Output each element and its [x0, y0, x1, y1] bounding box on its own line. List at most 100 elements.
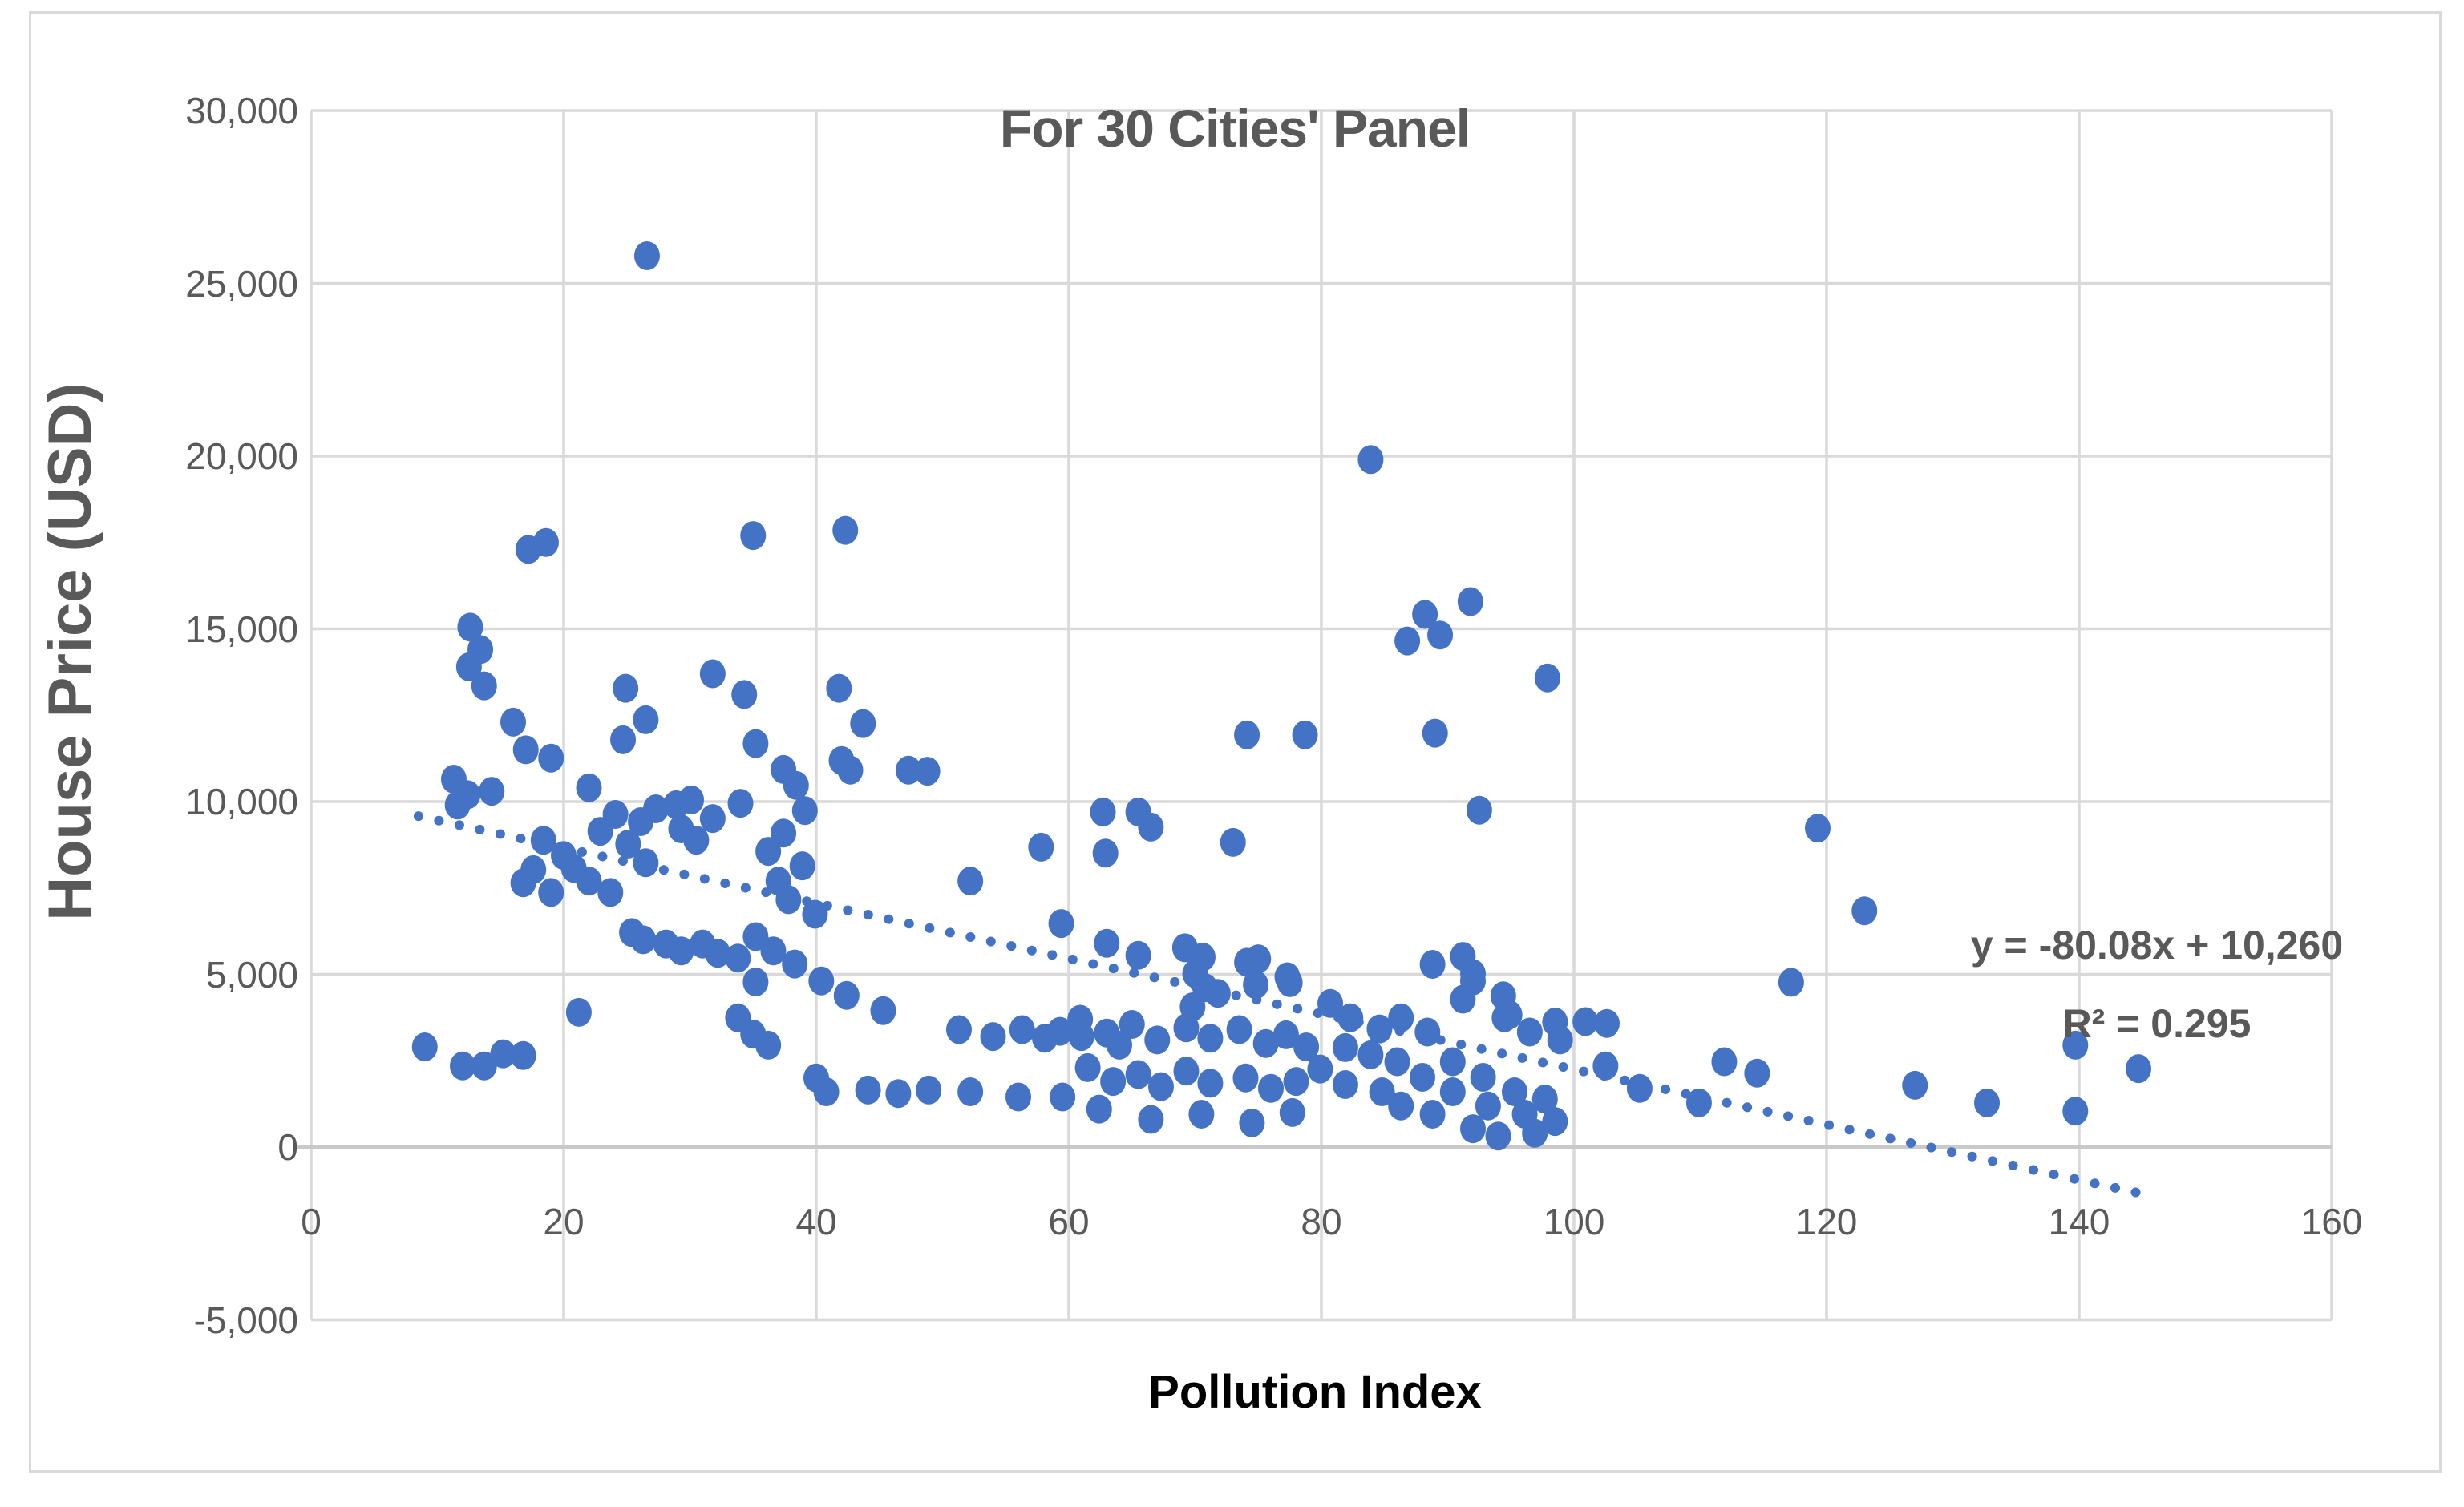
- data-point: [833, 980, 860, 1010]
- data-point: [510, 868, 536, 898]
- data-point: [500, 707, 526, 737]
- data-point: [742, 729, 769, 758]
- data-point: [1317, 988, 1344, 1018]
- data-point: [1197, 1069, 1224, 1098]
- data-point: [1439, 1047, 1466, 1077]
- data-point: [615, 830, 641, 859]
- data-point: [1147, 1072, 1174, 1101]
- data-point: [1450, 942, 1476, 972]
- x-tick-label: 120: [1795, 1201, 1858, 1242]
- data-point: [727, 789, 754, 818]
- data-point: [411, 1032, 438, 1062]
- data-point: [2062, 1097, 2089, 1126]
- data-point: [1475, 1091, 1501, 1121]
- data-point: [1138, 812, 1164, 842]
- data-point: [512, 735, 539, 765]
- data-point: [850, 709, 876, 738]
- data-point: [1419, 1100, 1446, 1129]
- data-point: [760, 936, 787, 966]
- data-point: [471, 1051, 497, 1081]
- data-point: [1138, 1105, 1164, 1134]
- data-point: [1744, 1058, 1770, 1088]
- data-point: [1277, 968, 1303, 997]
- data-point: [1542, 1107, 1568, 1137]
- data-point: [1332, 1032, 1358, 1062]
- data-point: [1094, 928, 1120, 958]
- data-point: [1439, 1077, 1466, 1107]
- data-point: [1220, 827, 1246, 857]
- data-point: [1412, 600, 1438, 629]
- data-point: [532, 527, 559, 557]
- trendline-r-squared: R² = 0.295: [2062, 1001, 2252, 1046]
- data-point: [610, 725, 637, 754]
- data-point: [1522, 1118, 1548, 1148]
- trendline-equation: y = -80.08x + 10,260: [1970, 923, 2344, 968]
- data-point: [642, 794, 669, 824]
- data-point: [1009, 1015, 1035, 1044]
- data-point: [980, 1022, 1006, 1052]
- data-point: [832, 515, 859, 545]
- data-point: [1394, 626, 1421, 656]
- x-tick-label: 160: [2300, 1201, 2363, 1242]
- x-tick-label: 100: [1543, 1201, 1605, 1242]
- data-point: [742, 922, 769, 951]
- data-point: [1466, 795, 1492, 825]
- chart-title: For 30 Cities' Panel: [999, 99, 1471, 158]
- data-point: [1204, 979, 1231, 1008]
- data-point: [855, 1075, 881, 1105]
- data-point: [1243, 970, 1269, 1000]
- data-point: [1188, 1100, 1215, 1129]
- data-point: [1279, 1097, 1305, 1127]
- data-point: [2062, 1030, 2089, 1060]
- data-point: [1470, 1062, 1496, 1092]
- data-point: [1125, 940, 1151, 970]
- data-point: [668, 936, 694, 966]
- data-point: [742, 967, 769, 996]
- data-point: [1851, 896, 1878, 926]
- data-point: [771, 818, 797, 848]
- data-point: [1711, 1047, 1738, 1077]
- data-point: [1028, 832, 1054, 862]
- y-tick-label: -5,000: [193, 1299, 298, 1341]
- data-point: [1092, 838, 1119, 868]
- data-point: [755, 837, 782, 867]
- data-point: [1534, 663, 1560, 693]
- data-point: [1226, 1015, 1252, 1044]
- data-point: [1232, 1063, 1259, 1093]
- data-point: [530, 826, 556, 855]
- data-point: [602, 799, 629, 829]
- data-point: [1460, 1114, 1486, 1144]
- data-point: [444, 790, 471, 820]
- data-point: [945, 1015, 972, 1044]
- data-point: [1516, 1017, 1543, 1047]
- x-tick-label: 40: [795, 1201, 837, 1242]
- data-point: [1384, 1047, 1410, 1077]
- data-point: [1048, 909, 1074, 939]
- data-point: [1593, 1008, 1620, 1038]
- data-point: [1293, 1032, 1320, 1062]
- data-point: [538, 878, 564, 907]
- data-point: [1422, 718, 1448, 748]
- y-tick-label: 10,000: [185, 781, 298, 822]
- data-point: [1369, 1077, 1395, 1107]
- data-point: [1239, 1108, 1265, 1137]
- data-point: [457, 612, 483, 642]
- data-point: [1074, 1052, 1101, 1082]
- data-point: [1173, 1057, 1200, 1086]
- data-point: [576, 773, 602, 802]
- data-point: [791, 796, 818, 826]
- data-point: [1272, 1020, 1299, 1049]
- scatter-points: [411, 241, 2152, 1151]
- data-point: [916, 1075, 942, 1105]
- data-point: [633, 705, 659, 734]
- x-tick-label: 140: [2048, 1201, 2110, 1242]
- data-point: [1234, 720, 1260, 749]
- trendline-equation-box: y = -80.08x + 10,260 R² = 0.295: [1796, 906, 2464, 1063]
- data-point: [1902, 1070, 1928, 1100]
- data-point: [2126, 1054, 2152, 1084]
- data-point: [783, 770, 809, 800]
- data-point: [1119, 1009, 1145, 1039]
- data-point: [1974, 1088, 2001, 1117]
